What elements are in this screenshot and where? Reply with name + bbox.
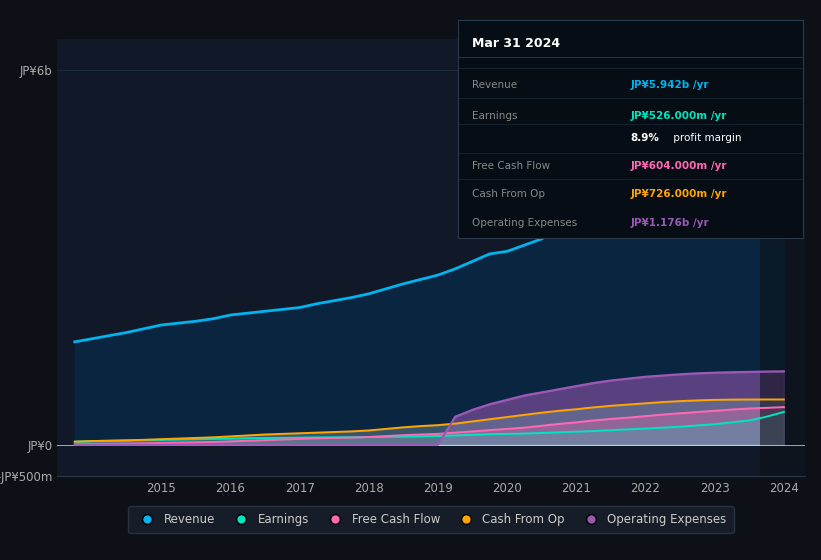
Text: Mar 31 2024: Mar 31 2024: [472, 37, 560, 50]
Text: JP¥526.000m /yr: JP¥526.000m /yr: [631, 111, 727, 121]
Text: JP¥604.000m /yr: JP¥604.000m /yr: [631, 161, 727, 171]
Text: JP¥5.942b /yr: JP¥5.942b /yr: [631, 80, 709, 90]
Text: Earnings: Earnings: [472, 111, 517, 121]
Text: JP¥726.000m /yr: JP¥726.000m /yr: [631, 189, 727, 199]
Text: Operating Expenses: Operating Expenses: [472, 218, 577, 228]
Text: Free Cash Flow: Free Cash Flow: [472, 161, 550, 171]
Text: 8.9%: 8.9%: [631, 133, 659, 143]
Text: Cash From Op: Cash From Op: [472, 189, 545, 199]
Text: Revenue: Revenue: [472, 80, 517, 90]
Text: profit margin: profit margin: [670, 133, 741, 143]
Bar: [759, 39, 805, 476]
Text: JP¥1.176b /yr: JP¥1.176b /yr: [631, 218, 709, 228]
Legend: Revenue, Earnings, Free Cash Flow, Cash From Op, Operating Expenses: Revenue, Earnings, Free Cash Flow, Cash …: [128, 506, 734, 534]
